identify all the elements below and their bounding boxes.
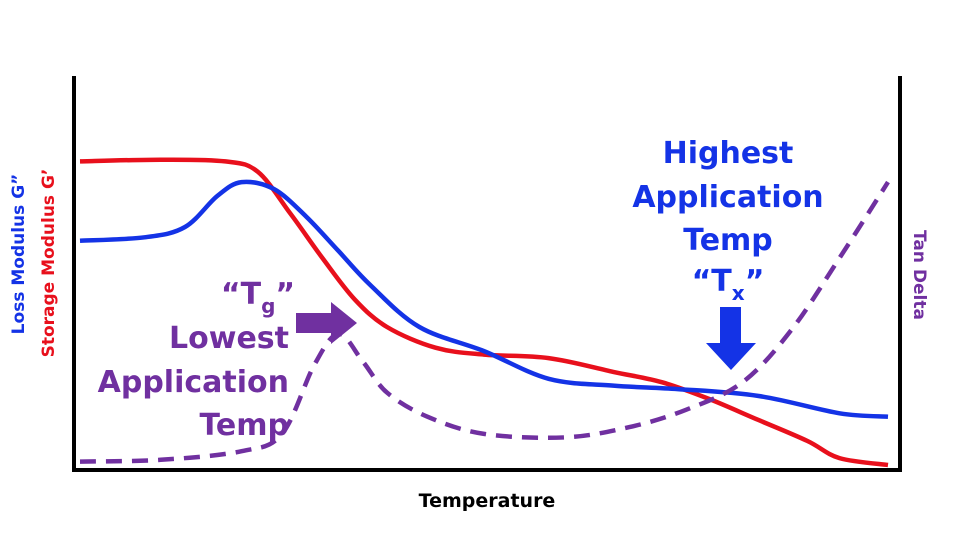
y-axis-label-loss: Loss Modulus G”: [9, 174, 29, 335]
tx-label-highest: Highest: [663, 136, 794, 171]
tg-annotation: “Tg” Lowest Application Temp: [98, 277, 357, 443]
tx-annotation: Highest Application Temp “Tx”: [632, 136, 824, 370]
tx-label-application: Application: [632, 180, 823, 215]
tx-arrow-down-icon: [706, 307, 756, 370]
storage-series-line: [79, 157, 889, 468]
tg-label-lowest: Lowest: [169, 321, 289, 356]
tg-label-application: Application: [98, 365, 289, 400]
tg-label-temp: Temp: [199, 408, 289, 443]
tg-arrow-right-icon: [296, 302, 357, 344]
tx-symbol: “Tx”: [692, 264, 765, 305]
loss-series-line: [79, 179, 889, 419]
tx-label-temp: Temp: [683, 223, 773, 258]
y-axis-label-tan-delta: Tan Delta: [909, 230, 929, 320]
tan_delta-series-line: [79, 180, 890, 464]
tg-symbol: “Tg”: [221, 277, 295, 318]
x-axis-label: Temperature: [419, 490, 556, 512]
y-axis-label-storage: Storage Modulus G’: [39, 169, 59, 358]
